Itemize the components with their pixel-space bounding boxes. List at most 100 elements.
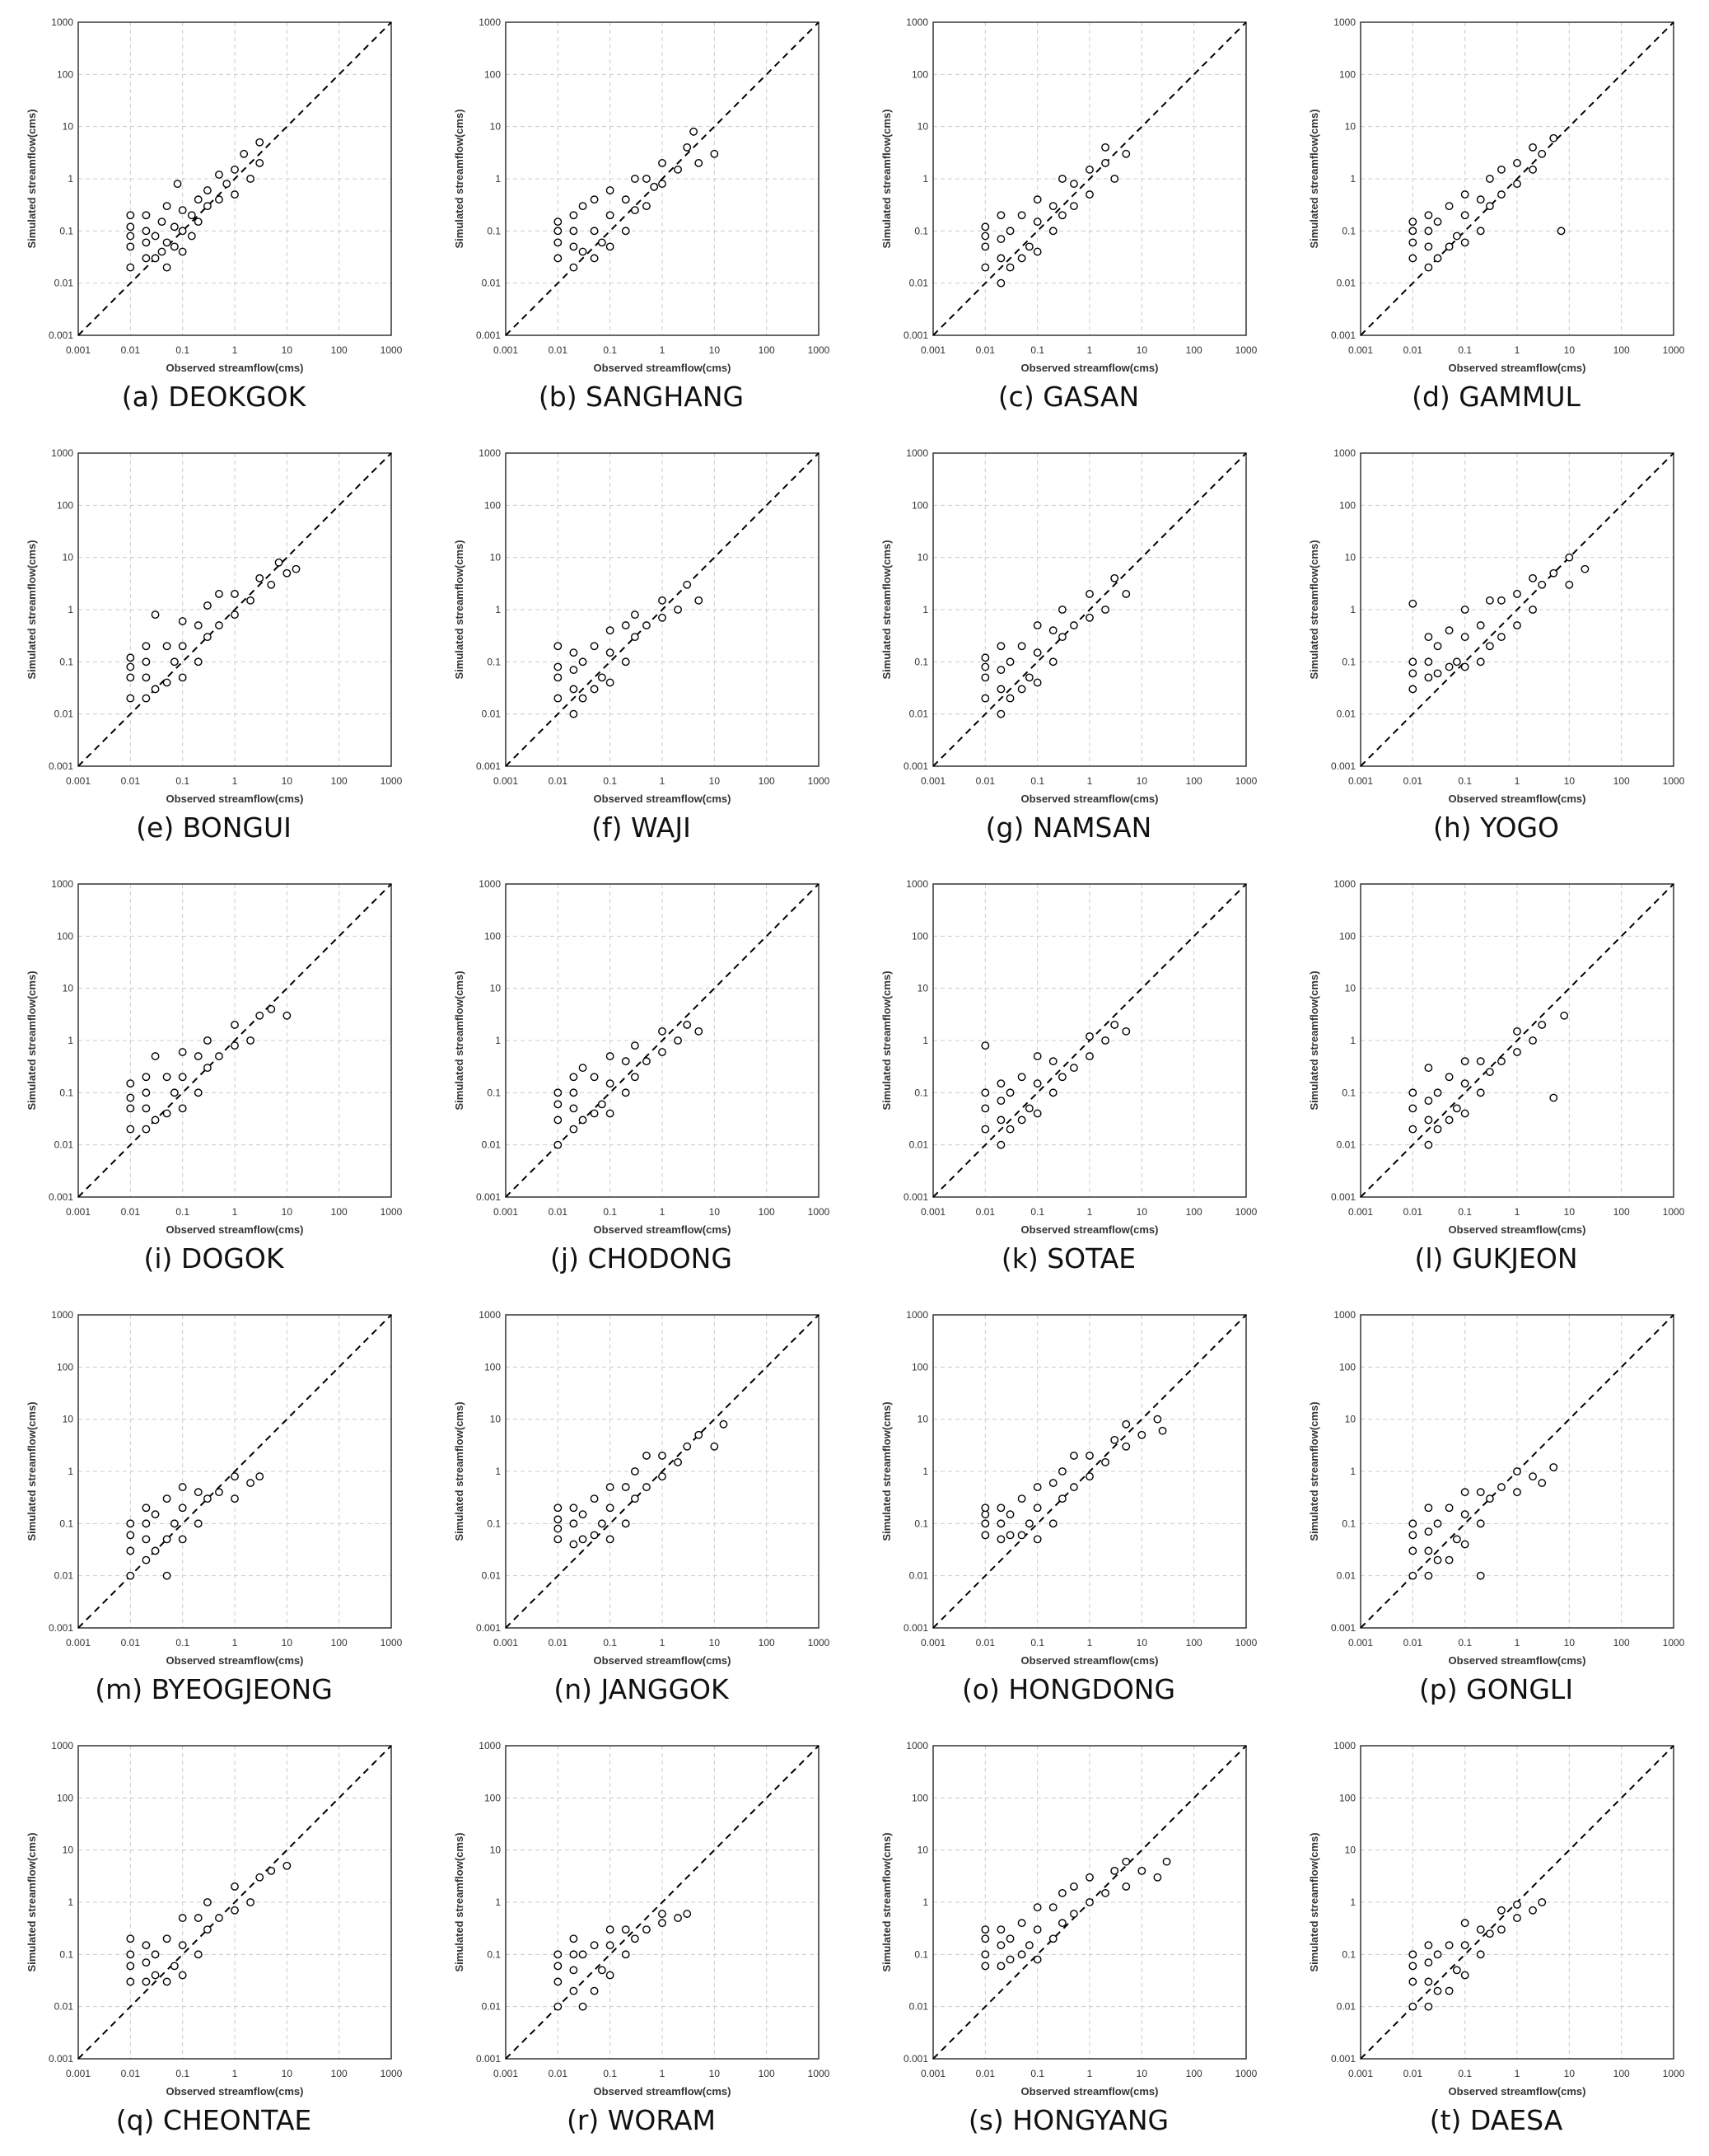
chart-caption: (r) WORAM [566,2104,717,2136]
data-point [1048,626,1058,635]
data-point [1025,242,1034,251]
data-point [178,1914,187,1922]
data-point [1485,596,1494,605]
x-tick-label: 100 [1186,775,1202,787]
data-point [658,1472,666,1481]
scatter-chart: 0.001 0.001 0.01 0.01 0.1 0.1 1 1 10 10 100 100 1000… [26,1740,403,2098]
y-tick-label: 100 [912,930,928,942]
data-point [1476,195,1485,204]
x-tick-label: 0.1 [1458,1206,1472,1218]
y-tick-label: 100 [1339,930,1356,942]
y-tick-label: 0.1 [914,1518,928,1529]
data-point [997,235,1006,244]
data-point [1086,1032,1094,1041]
data-point [981,1934,990,1943]
chart-panel: 0.001 0.001 0.01 0.01 0.1 0.1 1 1 10 10 100 100 1000… [1282,862,1709,1293]
chart-panel: 0.001 0.001 0.01 0.01 0.1 0.1 1 1 10 10 100 100 1000… [855,0,1282,431]
scatter-chart: 0.001 0.001 0.01 0.01 0.1 0.1 1 1 10 10 100 100 1000… [880,16,1258,374]
x-axis-label: Observed streamflow(cms) [1449,1654,1586,1667]
data-point [981,1925,990,1934]
data-point [215,1488,223,1497]
data-point [597,1519,606,1528]
data-point [194,1052,203,1060]
x-tick-label: 0.1 [175,2068,189,2079]
data-point [231,610,239,620]
y-tick-label: 10 [918,1845,929,1856]
x-tick-label: 100 [331,775,348,787]
y-tick-label: 0.01 [909,1570,929,1582]
y-tick-label: 1000 [906,16,928,28]
x-tick-label: 10 [1564,1637,1576,1649]
scatter-chart: 0.001 0.001 0.01 0.01 0.1 0.1 1 1 10 10 100 100 1000… [26,16,403,374]
data-point [1408,1519,1417,1528]
data-point [126,1531,135,1540]
data-point [553,1100,563,1109]
y-tick-label: 1000 [51,16,73,28]
data-point [126,1977,135,1986]
data-point [170,1088,179,1097]
one-to-one-line [505,452,819,767]
y-axis-label: Simulated streamflow(cms) [880,970,893,1110]
data-point [1460,1109,1469,1118]
data-point [187,232,196,241]
data-point [194,1488,203,1497]
y-tick-label: 0.001 [476,330,501,341]
y-tick-label: 0.01 [54,709,74,720]
data-point [981,222,990,232]
data-point [1424,1958,1433,1967]
data-point [553,1524,563,1533]
data-point [997,642,1006,651]
data-point [178,1104,187,1113]
x-tick-label: 1 [232,1206,238,1218]
data-point [231,1494,239,1504]
y-tick-label: 0.001 [476,1622,501,1634]
one-to-one-line [1360,452,1674,767]
y-tick-label: 1 [68,604,73,615]
data-point [1058,1919,1067,1928]
chart-panel: 0.001 0.001 0.01 0.01 0.1 0.1 1 1 10 10 100 100 1000… [0,1293,427,1723]
data-point [142,1555,151,1564]
data-point [282,568,292,578]
data-point [126,1934,135,1943]
x-axis-label: Observed streamflow(cms) [166,1223,304,1236]
y-axis-label: Simulated streamflow(cms) [880,1401,893,1541]
x-tick-label: 100 [331,344,348,356]
scatter-chart: 0.001 0.001 0.01 0.01 0.1 0.1 1 1 10 10 100 100 1000… [1308,1740,1685,2098]
x-tick-label: 100 [1613,775,1630,787]
data-point [605,1052,614,1060]
data-point [1048,1934,1058,1943]
data-point [553,1115,563,1125]
y-tick-label: 0.001 [1331,760,1356,772]
data-point [1445,202,1454,211]
y-axis-label: Simulated streamflow(cms) [26,1832,38,1971]
data-point [1006,657,1015,666]
plot-frame [505,1745,819,2060]
data-point [178,1073,187,1082]
x-tick-label: 1000 [808,344,830,356]
y-tick-label: 0.001 [476,2053,501,2065]
x-tick-label: 0.001 [493,1206,518,1218]
data-point [267,580,276,589]
x-tick-label: 0.1 [1458,775,1472,787]
data-point [1122,1857,1131,1866]
data-point [142,227,151,236]
x-tick-label: 0.01 [1403,1206,1423,1218]
data-point [1445,242,1454,251]
y-axis-label: Simulated streamflow(cms) [26,109,38,248]
data-point [630,206,639,215]
data-point [1485,1494,1494,1504]
x-tick-label: 10 [282,2068,293,2079]
data-point [126,1519,135,1528]
x-tick-label: 1000 [1235,344,1258,356]
data-point [1460,190,1469,199]
data-point [1408,254,1417,263]
x-tick-label: 0.01 [1403,775,1423,787]
x-tick-label: 100 [1613,1206,1630,1218]
y-tick-label: 1000 [51,878,73,890]
y-axis-label: Simulated streamflow(cms) [453,1401,465,1541]
data-point [569,666,578,675]
data-point [126,211,135,220]
data-point [1433,1088,1442,1097]
data-point [1070,1910,1078,1918]
x-tick-label: 1 [1515,775,1520,787]
